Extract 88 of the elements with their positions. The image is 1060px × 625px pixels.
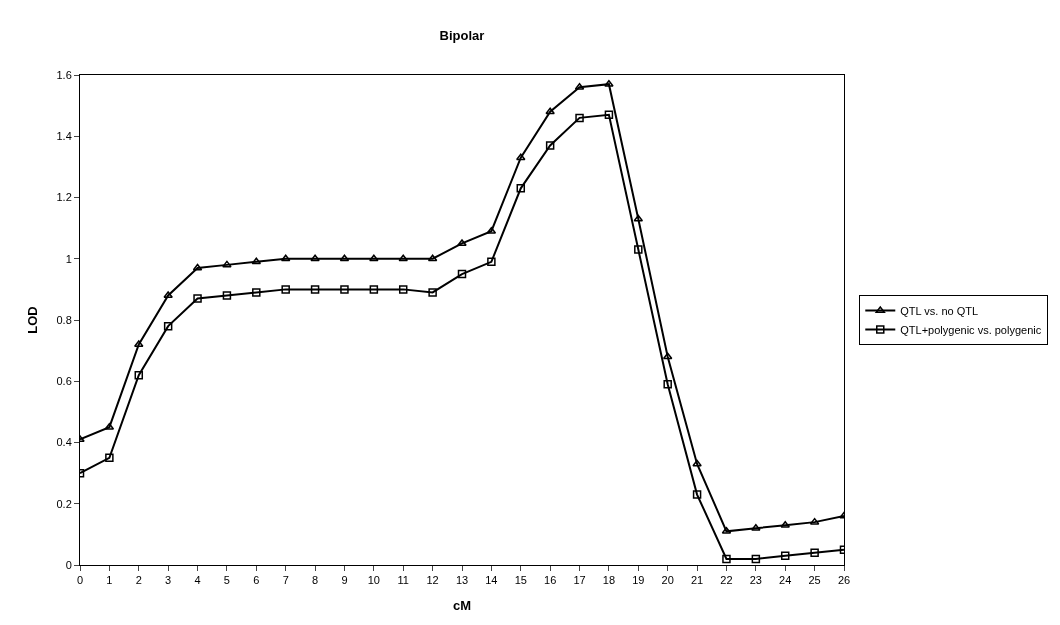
y-tick-label: 0.6 xyxy=(56,375,72,388)
x-tick-label: 18 xyxy=(602,574,616,587)
x-tick-label: 25 xyxy=(808,574,821,587)
point xyxy=(780,551,790,561)
point xyxy=(192,263,203,271)
point xyxy=(692,490,702,499)
point xyxy=(369,254,379,262)
x-tick-label: 7 xyxy=(282,574,289,587)
y-tick-label: 1.4 xyxy=(56,130,72,143)
point xyxy=(280,254,291,262)
point xyxy=(369,285,379,294)
point xyxy=(252,288,261,297)
y-tick-label: 1.2 xyxy=(56,191,72,204)
point xyxy=(193,294,202,303)
point xyxy=(515,153,526,161)
point xyxy=(428,288,437,297)
point xyxy=(692,459,702,467)
point xyxy=(487,257,496,267)
x-tick-label: 6 xyxy=(253,574,260,587)
x-tick-label: 9 xyxy=(341,574,348,587)
point xyxy=(809,517,820,525)
x-tick-label: 24 xyxy=(779,574,792,587)
point xyxy=(810,548,819,557)
y-tick-label: 1 xyxy=(65,252,72,265)
point xyxy=(222,260,232,268)
y-tick-label: 0 xyxy=(65,558,72,571)
x-tick-label: 16 xyxy=(544,574,557,587)
point xyxy=(575,113,584,123)
point xyxy=(222,291,232,300)
x-tick-label: 14 xyxy=(485,574,498,587)
point xyxy=(516,184,526,193)
point xyxy=(105,453,114,463)
point xyxy=(251,257,262,265)
point xyxy=(545,141,555,150)
y-axis-title: LOD xyxy=(25,306,41,334)
x-tick-label: 12 xyxy=(426,574,439,587)
point xyxy=(310,285,320,294)
point xyxy=(163,321,173,331)
x-tick-label: 19 xyxy=(632,574,645,587)
point xyxy=(722,554,731,564)
x-tick-label: 15 xyxy=(514,574,527,587)
point xyxy=(457,269,467,279)
point xyxy=(457,239,467,246)
legend-label: QTL vs. no QTL xyxy=(900,304,979,317)
y-tick-label: 0.2 xyxy=(56,497,72,510)
point xyxy=(134,370,144,380)
x-tick-label: 13 xyxy=(455,574,469,587)
y-tick-label: 0.4 xyxy=(56,436,72,449)
point xyxy=(751,554,761,564)
legend-label: QTL+polygenic vs. polygenic xyxy=(900,323,1042,336)
point xyxy=(340,285,349,294)
x-axis-title: cM xyxy=(452,597,472,613)
point xyxy=(633,214,644,222)
x-tick-label: 22 xyxy=(720,574,733,587)
point xyxy=(339,254,350,262)
x-tick-label: 2 xyxy=(135,574,142,587)
point xyxy=(604,79,614,87)
point xyxy=(310,254,320,262)
x-tick-label: 1 xyxy=(106,574,113,587)
point xyxy=(104,422,115,430)
point xyxy=(427,254,438,262)
x-tick-label: 21 xyxy=(690,574,704,587)
x-tick-label: 26 xyxy=(837,574,851,587)
point xyxy=(398,285,408,294)
x-tick-label: 4 xyxy=(194,574,201,587)
x-tick-label: 8 xyxy=(312,574,319,587)
point xyxy=(634,245,643,254)
x-tick-label: 20 xyxy=(661,574,674,587)
point xyxy=(281,285,290,294)
x-tick-label: 10 xyxy=(367,574,380,587)
y-tick-label: 0.8 xyxy=(56,313,72,326)
point xyxy=(604,110,614,120)
x-tick-label: 3 xyxy=(165,574,172,587)
x-tick-label: 0 xyxy=(76,574,84,587)
point xyxy=(545,107,555,115)
chart-title: Bipolar xyxy=(439,28,485,44)
x-tick-label: 23 xyxy=(749,574,762,587)
point xyxy=(398,254,409,262)
point xyxy=(486,226,497,234)
point xyxy=(163,291,173,298)
point xyxy=(751,524,761,531)
y-tick-label: 1.6 xyxy=(56,68,72,81)
x-tick-label: 5 xyxy=(223,574,230,587)
point xyxy=(662,352,673,360)
x-tick-label: 11 xyxy=(397,574,409,587)
x-tick-label: 17 xyxy=(573,574,586,587)
point xyxy=(780,520,791,528)
point xyxy=(663,380,672,389)
